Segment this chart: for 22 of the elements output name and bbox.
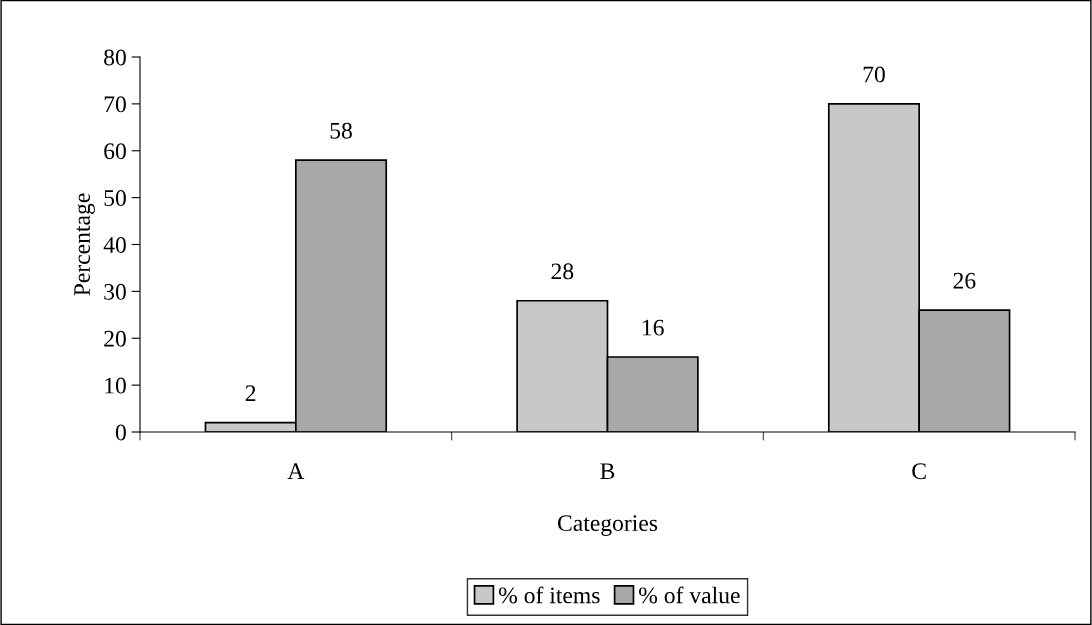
- legend-label: % of items: [498, 586, 600, 604]
- y-tick-label: 40: [103, 236, 126, 253]
- y-tick-label: 60: [104, 143, 126, 160]
- data-label: 70: [863, 66, 885, 83]
- y-tick-label: 10: [105, 377, 126, 394]
- x-tick-label: C: [912, 463, 926, 480]
- data-label: 16: [642, 319, 664, 336]
- y-tick-label: 50: [104, 190, 126, 207]
- x-axis-title: Categories: [557, 515, 658, 536]
- y-tick-label: 20: [104, 330, 126, 347]
- legend-label: % of value: [639, 586, 740, 604]
- y-tick-label: 80: [104, 49, 126, 66]
- x-tick-label: B: [600, 463, 615, 480]
- x-tick-label: A: [287, 463, 305, 479]
- data-label: 26: [953, 272, 976, 289]
- y-axis-title: Percentage: [74, 193, 95, 296]
- y-tick-label: 30: [104, 283, 126, 300]
- data-label: 2: [245, 385, 256, 401]
- y-tick-label: 0: [115, 424, 126, 441]
- y-tick-label: 70: [104, 96, 126, 113]
- data-label: 58: [330, 122, 352, 139]
- data-label: 28: [551, 263, 574, 280]
